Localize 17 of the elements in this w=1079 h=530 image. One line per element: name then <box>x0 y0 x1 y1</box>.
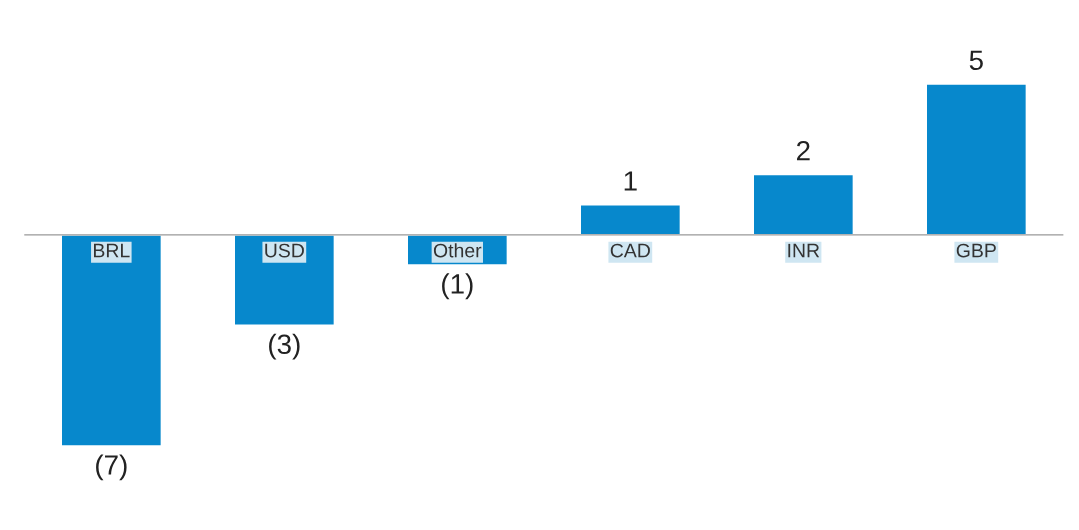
data-label: (3) <box>269 333 300 360</box>
data-label: (1) <box>442 273 473 300</box>
x-tick-label: INR <box>788 243 820 258</box>
bar <box>925 83 1028 236</box>
bar <box>579 203 682 236</box>
data-label: 1 <box>624 171 637 191</box>
bar <box>60 233 163 447</box>
data-label: (7) <box>96 454 127 481</box>
x-tick-label: Other <box>433 243 482 258</box>
x-tick-label: CAD <box>610 243 650 258</box>
data-label: 5 <box>969 50 983 71</box>
bar <box>752 173 855 236</box>
x-tick-label: GBP <box>956 243 996 258</box>
x-tick-label: USD <box>265 243 304 258</box>
data-label: 2 <box>796 140 810 161</box>
x-tick-label: BRL <box>94 243 130 258</box>
bar <box>233 233 336 327</box>
